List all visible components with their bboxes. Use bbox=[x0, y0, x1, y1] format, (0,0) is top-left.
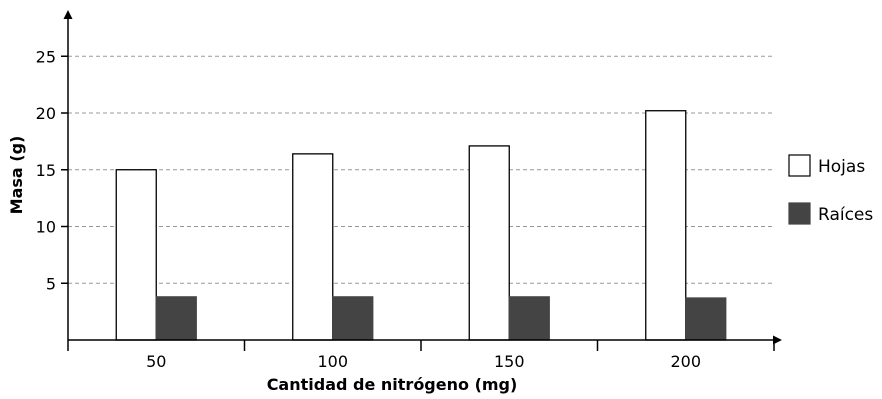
y-tick-label: 25 bbox=[36, 47, 56, 66]
x-axis-title: Cantidad de nitrógeno (mg) bbox=[267, 375, 518, 394]
bar-raices bbox=[508, 296, 550, 341]
bar-raices bbox=[332, 296, 374, 341]
bar-raices bbox=[155, 296, 197, 341]
legend-label-raices: Raíces bbox=[818, 205, 873, 225]
x-tick-label: 200 bbox=[670, 352, 701, 371]
y-tick-label: 15 bbox=[36, 161, 56, 180]
bars bbox=[115, 110, 727, 341]
bar-hojas bbox=[468, 145, 510, 341]
bar-hojas bbox=[115, 169, 157, 341]
bar-raices bbox=[685, 297, 727, 341]
x-tick-label: 100 bbox=[317, 352, 348, 371]
legend: Hojas Raíces bbox=[788, 154, 873, 225]
x-tick-label: 50 bbox=[146, 352, 166, 371]
legend-label-hojas: Hojas bbox=[818, 157, 865, 177]
y-tick-label: 20 bbox=[36, 104, 56, 123]
x-ticks: 50 100 150 200 bbox=[67, 340, 775, 371]
y-axis-arrow-icon bbox=[63, 10, 73, 19]
x-tick-label: 150 bbox=[494, 352, 525, 371]
x-axis-arrow-icon bbox=[773, 335, 782, 345]
legend-swatch-hojas bbox=[788, 154, 811, 177]
y-tick-label: 10 bbox=[36, 218, 56, 237]
y-ticks: 5 10 15 20 25 bbox=[36, 47, 68, 293]
y-axis-title: Masa (g) bbox=[7, 136, 26, 215]
legend-swatch-raices bbox=[788, 202, 811, 225]
bar-hojas bbox=[292, 153, 334, 341]
bar-hojas bbox=[645, 110, 687, 341]
y-tick-label: 5 bbox=[46, 274, 56, 293]
